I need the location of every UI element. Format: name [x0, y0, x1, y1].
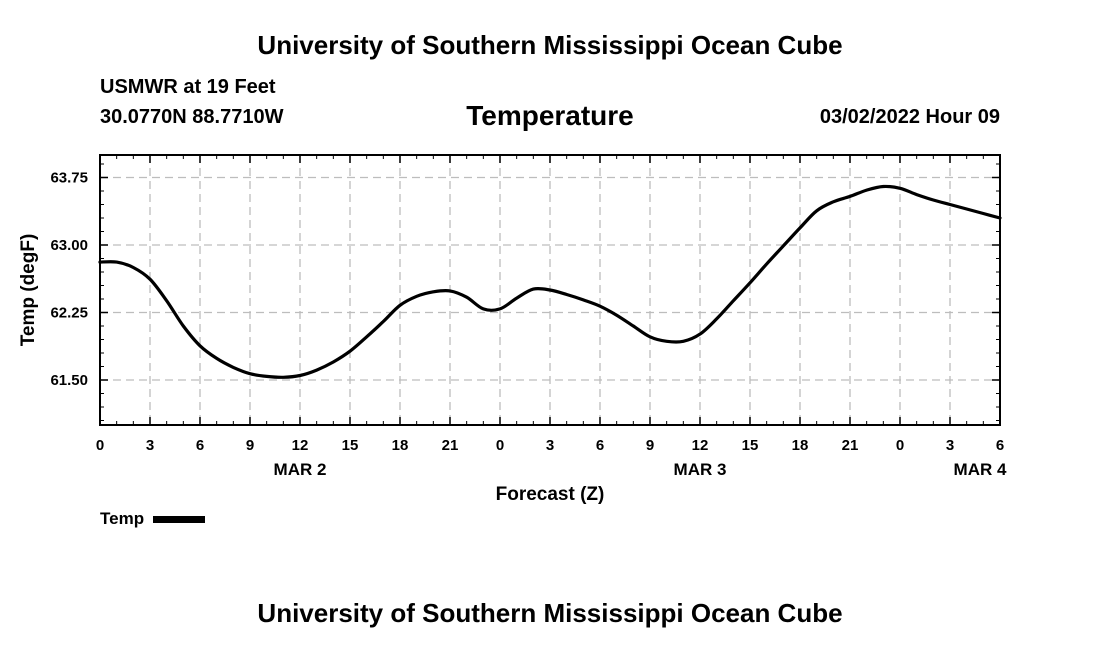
org-title: University of Southern Mississippi Ocean…	[257, 30, 843, 60]
x-tick-label: 12	[692, 437, 709, 454]
x-tick-label: 3	[946, 437, 954, 454]
x-tick-label: 12	[292, 437, 309, 454]
grid	[100, 155, 1000, 425]
x-tick-label: 15	[342, 437, 359, 454]
x-tick-label: 0	[896, 437, 904, 454]
x-tick-label: 0	[96, 437, 104, 454]
y-tick-label: 62.25	[50, 305, 88, 322]
x-axis-title: Forecast (Z)	[496, 484, 605, 505]
x-tick-label: 3	[146, 437, 154, 454]
footer-title: University of Southern Mississippi Ocean…	[257, 598, 843, 628]
x-tick-label: 15	[742, 437, 759, 454]
y-tick-label: 63.75	[50, 170, 88, 187]
x-tick-label: 6	[196, 437, 204, 454]
x-tick-label: 9	[246, 437, 254, 454]
axis-labels: 0 3 6 9 12 15 18 21 0 3 6 9 12 15 18 21 0 3 6 61.50 62.25 63.…	[50, 170, 1007, 480]
plot-frame	[99, 154, 1001, 426]
legend-label: Temp	[100, 509, 145, 528]
x-tick-label: 0	[496, 437, 504, 454]
x-tick-label: 6	[596, 437, 604, 454]
x-tick-label: 21	[442, 437, 459, 454]
date-label: MAR 2	[274, 460, 327, 479]
station-label: USMWR at 19 Feet	[100, 76, 276, 98]
y-tick-label: 61.50	[50, 372, 88, 389]
x-tick-label: 21	[842, 437, 859, 454]
x-tick-label: 18	[792, 437, 809, 454]
date-label: MAR 4	[954, 460, 1007, 479]
y-axis-title: Temp (degF)	[18, 234, 39, 347]
date-label: MAR 3	[674, 460, 727, 479]
x-tick-label: 6	[996, 437, 1004, 454]
x-tick-label: 3	[546, 437, 554, 454]
y-tick-label: 63.00	[50, 237, 88, 254]
legend-line-swatch	[153, 515, 206, 523]
plot-timestamp: 03/02/2022 Hour 09	[819, 106, 1000, 128]
plot-title: Temperature	[466, 100, 634, 131]
temp-series-line	[98, 184, 1002, 379]
x-tick-label: 18	[392, 437, 409, 454]
legend: Temp	[100, 509, 206, 529]
station-coordinates: 30.0770N 88.7710W	[100, 106, 284, 128]
x-tick-label: 9	[646, 437, 654, 454]
